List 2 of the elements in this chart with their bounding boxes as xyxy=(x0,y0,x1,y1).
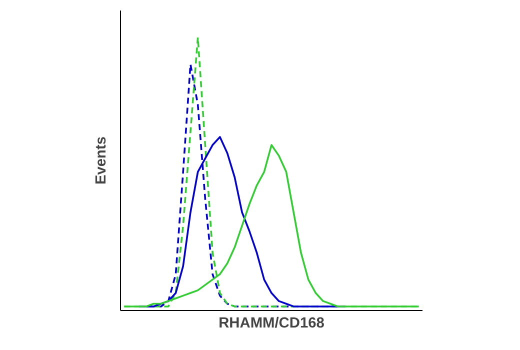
y-axis-title: Events xyxy=(94,136,110,185)
x-axis-title: RHAMM/CD168 xyxy=(218,316,324,332)
